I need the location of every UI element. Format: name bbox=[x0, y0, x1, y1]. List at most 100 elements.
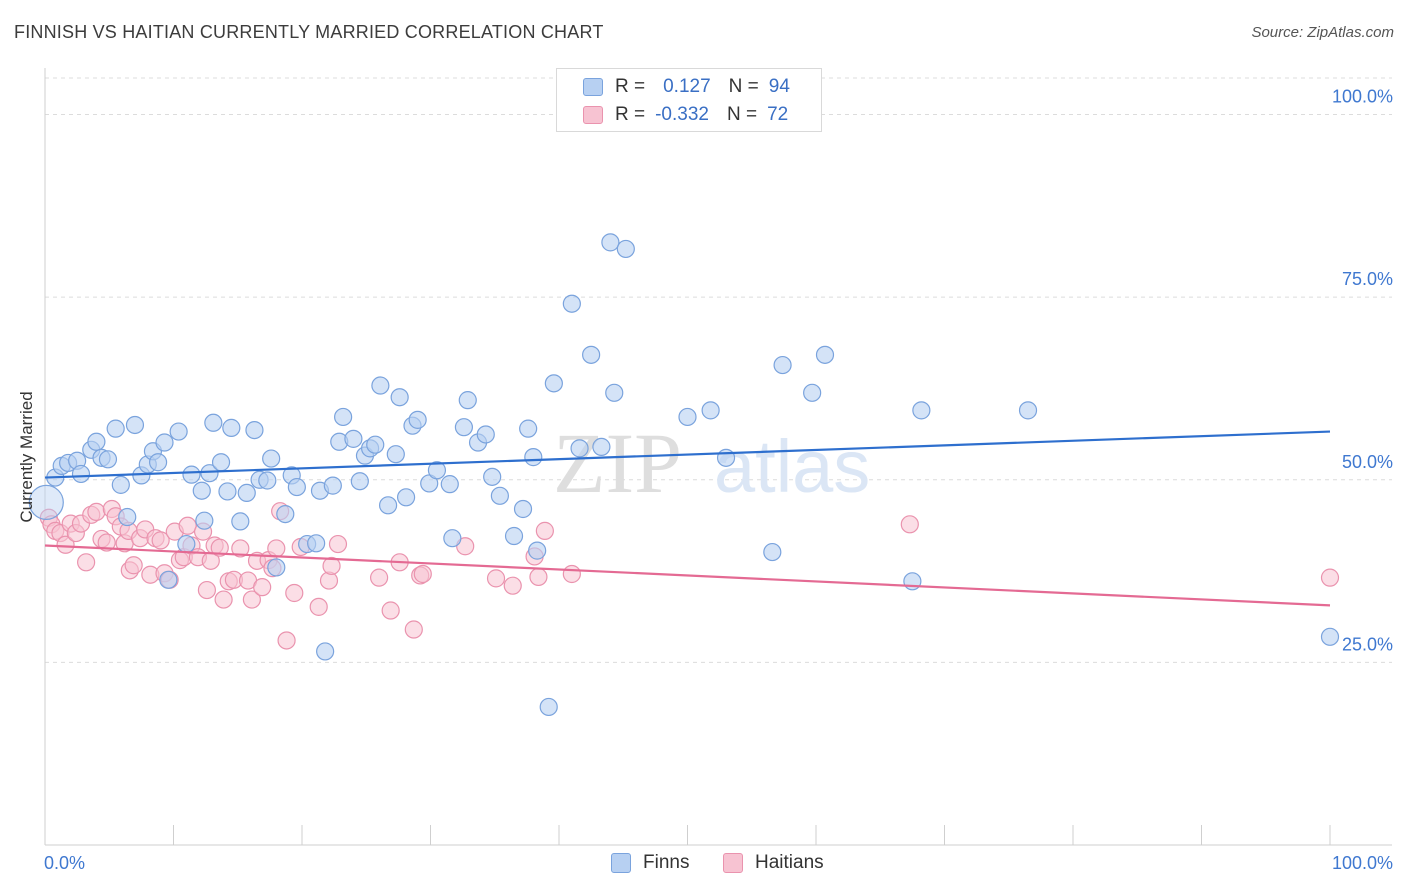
finns-point bbox=[195, 511, 214, 530]
haitians-point bbox=[322, 556, 341, 576]
haitians-point bbox=[503, 576, 522, 595]
finns-point bbox=[605, 383, 624, 402]
finns-point bbox=[616, 239, 635, 259]
finns-r-label: R = bbox=[615, 76, 646, 97]
haitians-point bbox=[87, 502, 106, 522]
finns-point bbox=[169, 422, 188, 441]
finns-point bbox=[524, 448, 543, 467]
finns-point bbox=[98, 450, 118, 469]
finns-point bbox=[427, 461, 447, 480]
finns-r-value: 0.127 bbox=[663, 76, 711, 97]
finns-point bbox=[601, 233, 620, 252]
finns-point bbox=[182, 465, 201, 484]
finns-point bbox=[350, 472, 369, 491]
finns-point bbox=[245, 420, 264, 440]
finns-point bbox=[378, 496, 398, 515]
trend-lines bbox=[44, 430, 1331, 607]
finns-point bbox=[1018, 401, 1038, 420]
finns-point bbox=[366, 435, 385, 454]
finns-point bbox=[476, 425, 495, 444]
x-tick-label-max: 100.0% bbox=[1332, 853, 1393, 873]
finns-point bbox=[678, 407, 697, 427]
axes bbox=[44, 68, 1392, 846]
haitians-r-value: -0.332 bbox=[655, 104, 709, 125]
finns-legend-swatch bbox=[611, 853, 631, 873]
finns-point bbox=[258, 471, 277, 490]
finns-point bbox=[519, 419, 538, 438]
finns-point bbox=[562, 294, 581, 313]
finns-point bbox=[111, 475, 130, 494]
finns-point bbox=[192, 481, 211, 500]
haitians-point bbox=[404, 620, 423, 639]
series-legend: Finns Haitians bbox=[0, 852, 1406, 876]
finns-point bbox=[307, 534, 326, 553]
finns-point bbox=[222, 418, 241, 437]
finns-point bbox=[200, 464, 219, 483]
correlation-legend: R = 0.127 N = 94 R = -0.332 N = 72 bbox=[556, 68, 822, 132]
finns-point bbox=[159, 570, 178, 589]
haitians-point bbox=[231, 539, 250, 558]
finns-point bbox=[262, 449, 281, 468]
finns-point bbox=[287, 477, 306, 497]
haitians-legend-label: Haitians bbox=[755, 852, 824, 873]
haitians-r-label: R = bbox=[615, 104, 646, 125]
finns-point bbox=[592, 437, 611, 456]
finns-point bbox=[513, 499, 533, 519]
finns-point bbox=[231, 512, 250, 531]
finns-point bbox=[701, 401, 720, 420]
finns-point bbox=[443, 529, 462, 548]
finns-point bbox=[148, 453, 168, 472]
haitians-point bbox=[197, 580, 217, 600]
watermark: ZIP atlas bbox=[553, 415, 870, 511]
finns-point bbox=[211, 453, 231, 472]
haitians-point bbox=[210, 538, 229, 557]
haitians-point bbox=[413, 564, 432, 584]
finns-point bbox=[323, 476, 342, 495]
finns-point bbox=[125, 415, 145, 435]
finns-point bbox=[371, 376, 390, 395]
y-tick-label-50: 50.0% bbox=[1342, 452, 1393, 472]
finns-point bbox=[1320, 627, 1340, 646]
haitians-n-value: 72 bbox=[767, 104, 789, 125]
finns-point bbox=[483, 467, 502, 486]
finns-point bbox=[344, 429, 363, 448]
finns-point bbox=[276, 504, 295, 524]
finns-point bbox=[204, 413, 223, 432]
finns-point bbox=[490, 486, 509, 505]
haitians-point bbox=[900, 515, 919, 534]
haitians-point bbox=[242, 590, 261, 609]
finns-point bbox=[155, 433, 174, 452]
tick-labels: 25.0% 50.0% 75.0% 100.0% 0.0% 100.0% bbox=[44, 87, 1393, 873]
finns-point bbox=[539, 697, 558, 717]
legend-item-haitians[interactable]: Haitians bbox=[723, 852, 824, 874]
finns-series bbox=[28, 233, 1340, 717]
finns-point bbox=[454, 418, 474, 437]
finns-point bbox=[106, 419, 125, 438]
finns-point bbox=[218, 482, 237, 501]
finns-point bbox=[71, 464, 91, 484]
finns-swatch bbox=[583, 78, 603, 96]
haitians-legend-swatch bbox=[723, 853, 743, 873]
finns-legend-label: Finns bbox=[643, 852, 690, 873]
haitians-swatch bbox=[583, 106, 603, 124]
x-tick-label-min: 0.0% bbox=[44, 853, 85, 873]
haitians-point bbox=[1320, 568, 1340, 587]
finns-n-label: N = bbox=[728, 76, 759, 97]
y-axis-label: Currently Married bbox=[17, 391, 36, 523]
finns-n-value: 94 bbox=[768, 76, 790, 97]
haitians-point bbox=[535, 521, 554, 540]
haitians-trend-line bbox=[44, 544, 1331, 607]
haitians-point bbox=[124, 556, 143, 575]
finns-point bbox=[582, 345, 601, 364]
legend-row-haitians: R = -0.332 N = 72 bbox=[583, 103, 788, 127]
finns-point bbox=[458, 391, 477, 410]
haitians-point bbox=[277, 631, 296, 650]
finns-point bbox=[390, 388, 409, 407]
watermark-atlas: atlas bbox=[714, 425, 870, 508]
finns-point bbox=[912, 401, 931, 420]
finns-point bbox=[504, 526, 524, 546]
legend-item-finns[interactable]: Finns bbox=[611, 852, 689, 874]
haitians-point bbox=[151, 531, 170, 550]
haitians-point bbox=[214, 590, 233, 609]
